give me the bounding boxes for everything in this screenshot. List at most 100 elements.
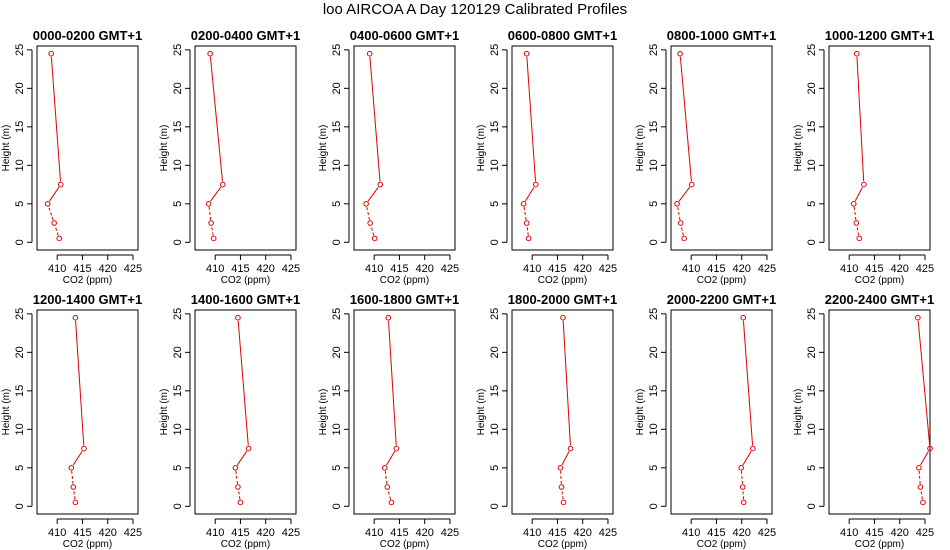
y-tick-label: 10 (806, 423, 818, 435)
plot-frame (36, 309, 139, 515)
x-tick-label: 415 (390, 527, 408, 539)
x-tick-label: 410 (523, 527, 541, 539)
profile-segment (918, 470, 921, 484)
y-tick-label: 15 (331, 385, 343, 397)
x-tick-label: 410 (840, 527, 858, 539)
y-tick-label: 10 (489, 159, 501, 171)
panel-title: 0600-0800 GMT+1 (508, 28, 617, 43)
y-axis-label: Height (m) (635, 125, 646, 172)
profile-segment (523, 206, 527, 220)
y-tick-label: 0 (172, 239, 184, 245)
profile-segment (236, 450, 248, 466)
panel-title: 0000-0200 GMT+1 (33, 28, 142, 43)
profile-segment (677, 206, 681, 220)
panel-7: 1200-1400 GMT+1 410 415 420 425 0 5 10 15 20 25 CO2… (1, 292, 142, 550)
y-tick-label: 20 (648, 346, 660, 358)
y-tick-label: 15 (14, 121, 26, 133)
y-tick-label: 25 (648, 44, 660, 56)
y-tick-label: 15 (331, 121, 343, 133)
profile-segment (386, 451, 396, 466)
plot-frame (511, 309, 614, 515)
y-tick-label: 25 (14, 308, 26, 320)
x-tick-label: 415 (231, 527, 249, 539)
panel-3: 0400-0600 GMT+1 410 415 420 425 0 5 10 15 20 25 CO2… (318, 28, 459, 286)
data-point (366, 50, 373, 57)
data-point (740, 314, 747, 321)
x-tick-label: 420 (891, 527, 909, 539)
y-tick-label: 25 (172, 44, 184, 56)
x-tick-label: 410 (206, 527, 224, 539)
y-tick-label: 20 (806, 346, 818, 358)
y-tick-label: 15 (648, 385, 660, 397)
data-point (56, 235, 63, 242)
profile-segment (237, 320, 249, 446)
plot-frame (828, 45, 931, 251)
y-axis-label: Height (m) (793, 389, 804, 436)
y-tick-label: 5 (14, 201, 26, 207)
profile-segment (72, 450, 83, 466)
data-point (235, 484, 241, 490)
x-axis-label: CO2 (ppm) (221, 275, 270, 286)
panel-4: 0600-0800 GMT+1 410 415 420 425 0 5 10 15 20 25 CO2… (476, 28, 617, 286)
y-tick-label: 5 (648, 201, 660, 207)
profile-segment (524, 187, 535, 202)
x-tick-label: 410 (48, 527, 66, 539)
y-axis-label: Height (m) (476, 125, 487, 172)
y-tick-label: 0 (331, 239, 343, 245)
y-tick-label: 20 (331, 346, 343, 358)
profile-segment (388, 320, 397, 446)
data-point (44, 201, 51, 207)
x-tick-label: 415 (865, 263, 883, 275)
data-point (235, 314, 241, 321)
y-tick-label: 20 (172, 346, 184, 358)
profile-segment (742, 451, 752, 466)
y-axis-label: Height (m) (159, 389, 170, 436)
profile-segment (526, 226, 529, 236)
y-tick-label: 0 (648, 503, 660, 509)
data-point (850, 201, 857, 207)
plot-frame (828, 309, 931, 515)
x-tick-label: 420 (99, 263, 117, 275)
data-point (688, 181, 695, 188)
profile-segment (208, 206, 212, 220)
y-axis-label: Height (m) (1, 389, 12, 436)
x-tick-label: 415 (865, 527, 883, 539)
x-tick-label: 415 (231, 263, 249, 275)
data-point (57, 181, 64, 188)
profile-segment (740, 470, 743, 484)
y-tick-label: 25 (331, 308, 343, 320)
x-tick-label: 420 (257, 527, 275, 539)
data-point (525, 235, 532, 242)
x-tick-label: 420 (733, 263, 751, 275)
y-axis-label: Height (m) (318, 389, 329, 436)
data-point (916, 465, 922, 471)
data-point (856, 235, 863, 242)
profile-segment (384, 470, 388, 484)
x-tick-label: 425 (916, 263, 934, 275)
x-tick-label: 415 (390, 263, 408, 275)
data-point (739, 484, 746, 490)
panel-title: 0400-0600 GMT+1 (350, 28, 459, 43)
y-tick-label: 20 (14, 82, 26, 94)
plot-frame (194, 309, 297, 515)
y-tick-label: 20 (172, 82, 184, 94)
y-tick-label: 0 (489, 503, 501, 509)
x-tick-label: 425 (441, 527, 459, 539)
y-tick-label: 5 (648, 465, 660, 471)
x-tick-label: 420 (416, 527, 434, 539)
panel-title: 1200-1400 GMT+1 (33, 292, 142, 307)
y-tick-label: 15 (14, 385, 26, 397)
data-point (532, 181, 539, 188)
plot-frame (670, 309, 773, 515)
panel-12: 2200-2400 GMT+1 410 415 420 425 0 5 10 15 20 25 CO2… (793, 292, 934, 550)
data-point (72, 499, 79, 506)
y-tick-label: 10 (331, 423, 343, 435)
profile-segment (366, 206, 370, 221)
profile-segment (679, 56, 692, 182)
panel-2: 0200-0400 GMT+1 410 415 420 425 0 5 10 15 20 25 CO2… (159, 28, 300, 286)
y-tick-label: 5 (172, 201, 184, 207)
x-tick-label: 425 (916, 527, 934, 539)
y-axis-label: Height (m) (793, 125, 804, 172)
x-tick-label: 415 (73, 263, 91, 275)
